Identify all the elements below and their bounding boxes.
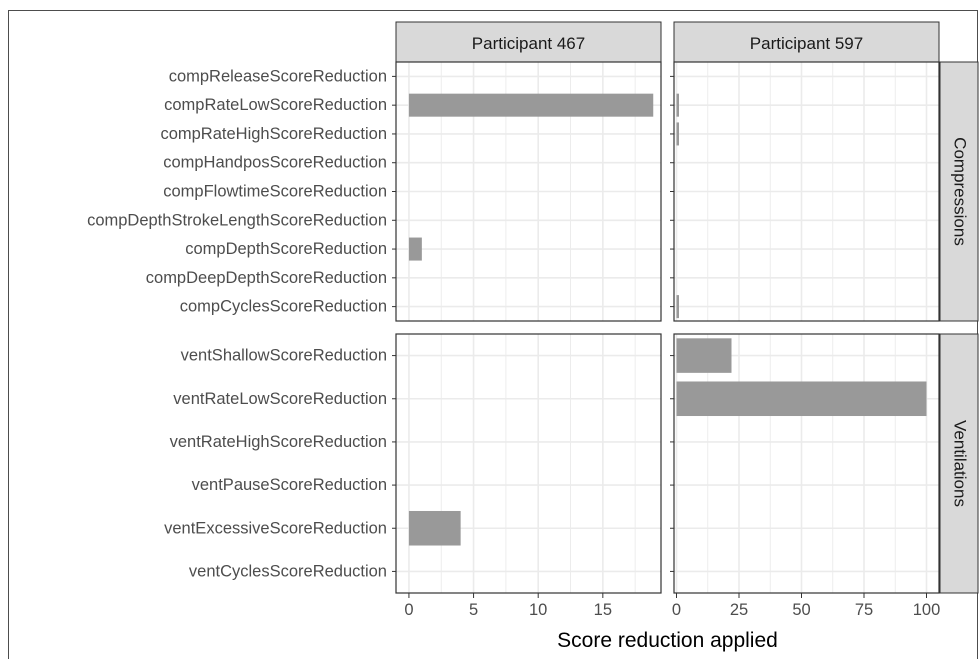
facet-strip-row-1 <box>939 61 979 322</box>
bar-compCyclesScoreReduction <box>676 295 679 319</box>
x-tick-label: 25 <box>730 601 748 619</box>
x-tick-label: 5 <box>469 601 478 619</box>
y-tick-label: compFlowtimeScoreReduction <box>163 183 387 201</box>
bar-ventShallowScoreReduction <box>676 338 732 373</box>
facet-strip-col-2 <box>673 21 940 63</box>
x-tick-label: 100 <box>913 601 941 619</box>
facet-strip-label: Ventilations <box>951 420 970 507</box>
x-tick-label: 50 <box>792 601 810 619</box>
facet-strip-row-2 <box>939 333 979 594</box>
bar-ventRateLowScoreReduction <box>676 381 927 417</box>
y-tick-label: ventCyclesScoreReduction <box>189 562 387 580</box>
y-tick-label: compDepthScoreReduction <box>185 240 387 258</box>
y-tick-label: compRateHighScoreReduction <box>160 125 387 143</box>
bar-compRateLowScoreReduction <box>408 93 654 117</box>
y-tick-label: compCyclesScoreReduction <box>180 298 387 316</box>
facet-strip-label: Participant 597 <box>750 34 863 53</box>
y-tick-label: ventRateLowScoreReduction <box>173 390 387 408</box>
panel-border <box>673 333 940 594</box>
panel-background <box>396 334 661 593</box>
facet-strip-label: Participant 467 <box>472 34 585 53</box>
bar-ventExcessiveScoreReduction <box>408 510 461 546</box>
bar-compRateHighScoreReduction <box>676 122 679 146</box>
x-tick-label: 0 <box>672 601 681 619</box>
bar-compDepthScoreReduction <box>408 237 422 261</box>
y-tick-label: compDepthStrokeLengthScoreReduction <box>87 211 387 229</box>
x-tick-label: 0 <box>404 601 413 619</box>
y-tick-label: ventRateHighScoreReduction <box>170 433 387 451</box>
y-tick-label: compHandposScoreReduction <box>163 154 387 172</box>
x-tick-label: 10 <box>529 601 547 619</box>
y-tick-label: ventExcessiveScoreReduction <box>164 519 387 537</box>
x-tick-label: 15 <box>594 601 612 619</box>
x-tick-label: 75 <box>855 601 873 619</box>
y-tick-label: compRateLowScoreReduction <box>164 96 387 114</box>
y-tick-label: compDeepDepthScoreReduction <box>146 269 387 287</box>
y-tick-label: compReleaseScoreReduction <box>169 67 387 85</box>
panel-border <box>395 333 662 594</box>
y-tick-label: ventPauseScoreReduction <box>192 476 387 494</box>
facet-strip-label: Compressions <box>951 137 970 246</box>
x-axis-title: Score reduction applied <box>557 629 778 652</box>
bar-compRateLowScoreReduction <box>676 93 679 117</box>
y-tick-label: ventShallowScoreReduction <box>181 347 387 365</box>
